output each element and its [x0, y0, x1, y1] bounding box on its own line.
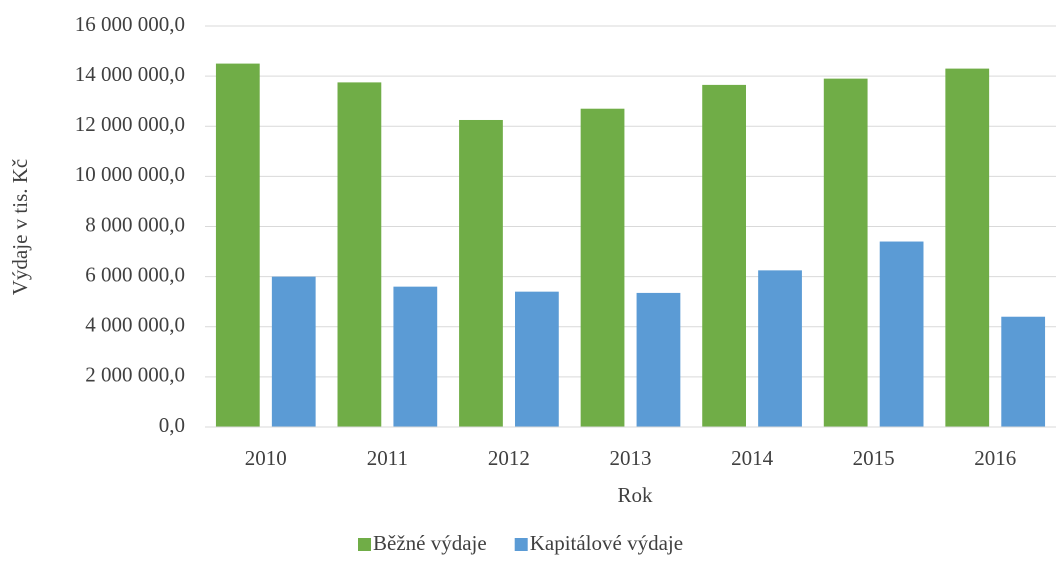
x-tick-label: 2013 [610, 446, 652, 470]
legend-swatch [514, 538, 528, 551]
x-tick-label: 2015 [853, 446, 895, 470]
y-axis-title: Výdaje v tis. Kč [8, 159, 32, 295]
x-tick-label: 2010 [245, 446, 287, 470]
x-tick-label: 2016 [974, 446, 1016, 470]
y-tick-label: 10 000 000,0 [75, 162, 185, 186]
x-tick-label: 2011 [367, 446, 408, 470]
bar [823, 78, 868, 427]
bar [1001, 316, 1046, 427]
bar [215, 63, 260, 427]
y-tick-label: 6 000 000,0 [85, 262, 185, 286]
y-tick-label: 16 000 000,0 [75, 12, 185, 36]
y-tick-label: 12 000 000,0 [75, 112, 185, 136]
x-tick-label: 2014 [731, 446, 774, 470]
bar [879, 241, 924, 427]
legend-swatch [358, 538, 371, 551]
x-tick-label: 2012 [488, 446, 530, 470]
bar [945, 68, 990, 427]
y-tick-label: 8 000 000,0 [85, 212, 185, 236]
bar [758, 270, 802, 427]
bar [515, 291, 559, 427]
bar [337, 82, 382, 427]
y-tick-label: 2 000 000,0 [85, 363, 185, 387]
bar [636, 292, 681, 427]
bar [393, 286, 438, 427]
bar [702, 84, 746, 427]
y-tick-label: 0,0 [159, 413, 185, 437]
y-tick-label: 14 000 000,0 [75, 62, 185, 86]
bar [459, 119, 503, 427]
x-axis-title: Rok [617, 483, 653, 507]
bar [580, 108, 625, 428]
legend-label: Kapitálové výdaje [530, 531, 683, 555]
y-tick-label: 4 000 000,0 [85, 313, 185, 337]
bar [271, 276, 316, 427]
legend-label: Běžné výdaje [373, 531, 487, 555]
